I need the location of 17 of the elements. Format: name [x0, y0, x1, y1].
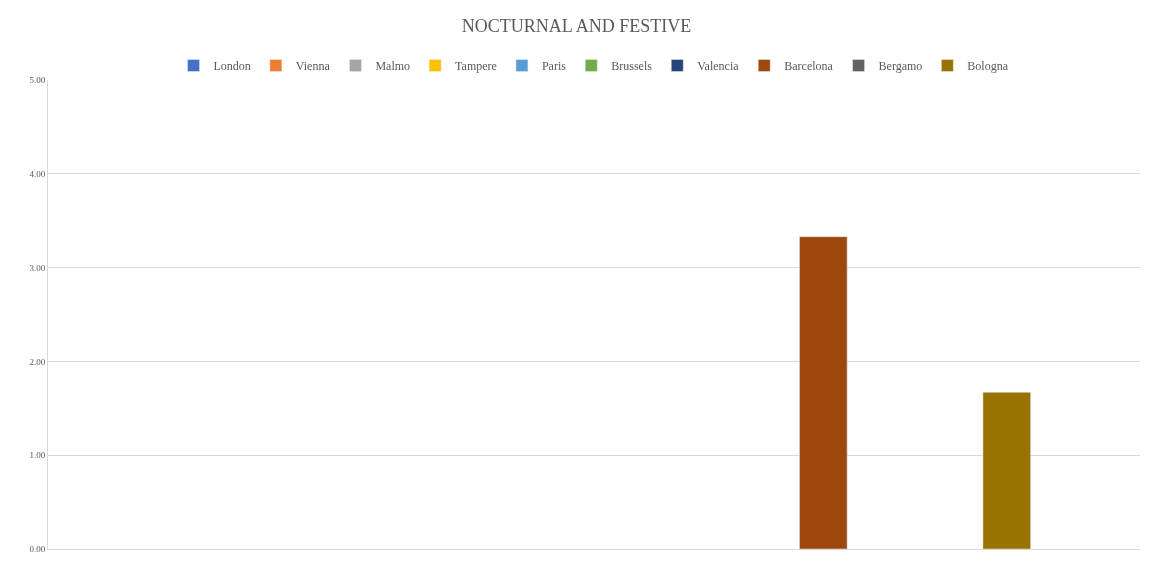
- legend-label: London: [213, 59, 251, 74]
- y-tick-label: 3.00: [29, 262, 46, 273]
- legend-label: Malmo: [375, 59, 411, 74]
- legend-label: Brussels: [611, 59, 653, 74]
- legend-label: Valencia: [697, 59, 740, 74]
- y-tick-label: 0.00: [29, 544, 46, 555]
- legend-label: Bologna: [967, 59, 1009, 74]
- legend-label: Barcelona: [784, 59, 834, 74]
- y-tick-label: 5.00: [29, 75, 46, 86]
- y-tick-label: 1.00: [29, 450, 46, 461]
- legend-label: Tampere: [455, 59, 497, 74]
- legend-label: Vienna: [295, 59, 331, 74]
- chart-title: NOCTURNAL AND FESTIVE: [461, 16, 692, 37]
- y-tick-label: 4.00: [29, 168, 46, 179]
- legend-label: Bergamo: [878, 59, 923, 74]
- legend-label: Paris: [541, 59, 567, 74]
- y-tick-label: 2.00: [29, 356, 46, 367]
